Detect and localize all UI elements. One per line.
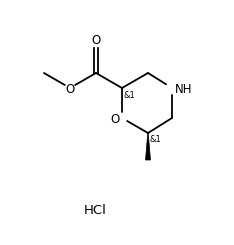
Text: &1: &1 [124,91,136,100]
Text: O: O [111,112,120,125]
Text: O: O [91,34,101,47]
Text: &1: &1 [150,135,162,144]
Text: O: O [65,83,75,96]
Text: HCl: HCl [84,204,106,217]
Polygon shape [146,133,150,160]
Text: NH: NH [175,83,193,96]
